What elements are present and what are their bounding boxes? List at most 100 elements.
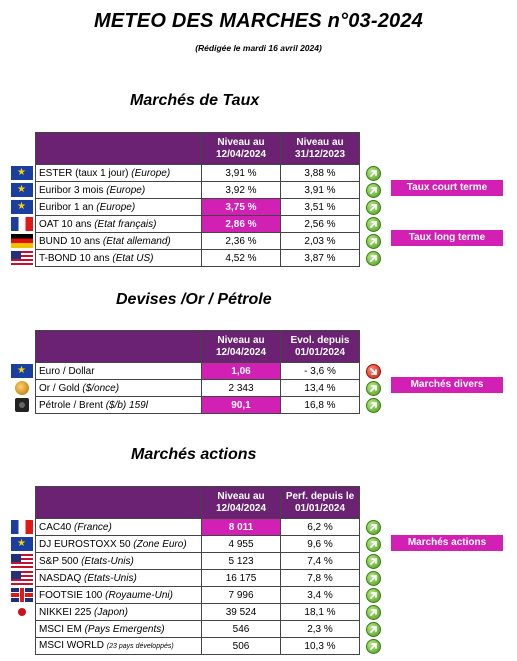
trend-up-icon bbox=[366, 380, 381, 396]
page-subtitle: (Rédigée le mardi 16 avril 2024) bbox=[195, 43, 322, 53]
eu-flag bbox=[11, 536, 33, 551]
instrument-region: (Etat français) bbox=[94, 218, 157, 230]
value-change: 16,8 % bbox=[280, 396, 360, 414]
value-change: 3,88 % bbox=[280, 164, 360, 182]
trend-up-icon bbox=[366, 519, 381, 535]
rates-table: Niveau au 12/04/2024 Niveau au 31/12/202… bbox=[9, 132, 360, 267]
trend-up-icon bbox=[366, 250, 381, 266]
col-header-level: Niveau au 12/04/2024 bbox=[201, 132, 281, 165]
value-change: 9,6 % bbox=[280, 535, 360, 553]
table-row: NIKKEI 225 (Japon) 39 524 18,1 % bbox=[9, 603, 360, 621]
value-change: 7,4 % bbox=[280, 552, 360, 570]
value-change: 2,3 % bbox=[280, 620, 360, 638]
value-change: 6,2 % bbox=[280, 518, 360, 536]
table-row: Euro / Dollar 1,06- 3,6 % bbox=[9, 362, 360, 380]
france-flag bbox=[11, 519, 33, 534]
trend-up-icon bbox=[366, 570, 381, 586]
row-label: Euribor 1 an (Europe) bbox=[35, 198, 202, 216]
col-header-perf: Perf. depuis le 01/01/2024 bbox=[280, 486, 360, 519]
tag-long-term-rates: Taux long terme bbox=[391, 230, 503, 246]
row-label: CAC40 (France) bbox=[35, 518, 202, 536]
instrument-region: (Zone Euro) bbox=[133, 538, 187, 550]
instrument-name: Or / Gold bbox=[39, 382, 83, 394]
value-level: 1,06 bbox=[201, 362, 281, 380]
gold-icon bbox=[15, 380, 29, 395]
value-change: 2,56 % bbox=[280, 215, 360, 233]
table-row: NASDAQ (Etats-Unis) 16 175 7,8 % bbox=[9, 569, 360, 587]
currencies-table: Niveau au 12/04/2024 Evol. depuis 01/01/… bbox=[9, 330, 360, 414]
row-label: Euro / Dollar bbox=[35, 362, 202, 380]
table-row: BUND 10 ans (Etat allemand) 2,36 % 2,03 % bbox=[9, 232, 360, 250]
instrument-name: MSCI EM bbox=[39, 623, 85, 635]
value-level: 3,75 % bbox=[201, 198, 281, 216]
trend-up-icon bbox=[366, 165, 381, 181]
value-level: 8 011 bbox=[201, 518, 281, 536]
instrument-region: ($/once) bbox=[82, 382, 120, 394]
instrument-name: BUND 10 ans bbox=[39, 235, 103, 247]
table-row: Euribor 1 an (Europe)3,75 %3,51 % bbox=[9, 198, 360, 216]
value-level: 2,36 % bbox=[201, 232, 281, 250]
instrument-region: (Etat US) bbox=[112, 252, 154, 264]
value-change: 10,3 % bbox=[280, 637, 360, 655]
tag-equity-markets: Marchés actions bbox=[391, 535, 503, 551]
table-row: S&P 500 (Etats-Unis) 5 123 7,4 % bbox=[9, 552, 360, 570]
row-label: S&P 500 (Etats-Unis) bbox=[35, 552, 202, 570]
instrument-name: OAT 10 ans bbox=[39, 218, 95, 230]
trend-up-icon bbox=[366, 397, 381, 413]
section-title-devises: Devises /Or / Pétrole bbox=[116, 291, 272, 308]
trend-up-icon bbox=[366, 638, 381, 654]
value-level: 2,86 % bbox=[201, 215, 281, 233]
row-label: Or / Gold ($/once) bbox=[35, 379, 202, 397]
trend-up-icon bbox=[366, 182, 381, 198]
value-change: 18,1 % bbox=[280, 603, 360, 621]
table-row: Pétrole / Brent ($/b) 159l 90,1 16,8 % bbox=[9, 396, 360, 414]
table-row: FOOTSIE 100 (Royaume-Uni) 7 996 3,4 % bbox=[9, 586, 360, 604]
instrument-region: ($/b) 159l bbox=[105, 399, 148, 411]
row-label: MSCI EM (Pays Emergents) bbox=[35, 620, 202, 638]
instrument-region: (Etats-Unis) bbox=[84, 572, 137, 584]
trend-down-icon bbox=[366, 363, 381, 379]
value-change: 3,4 % bbox=[280, 586, 360, 604]
trend-up-icon bbox=[366, 587, 381, 603]
oil-barrel-icon bbox=[15, 397, 29, 412]
trend-up-icon bbox=[366, 536, 381, 552]
value-level: 5 123 bbox=[201, 552, 281, 570]
eu-flag bbox=[11, 199, 33, 214]
instrument-region: (Europe) bbox=[131, 167, 171, 179]
tag-short-term-rates: Taux court terme bbox=[391, 180, 503, 196]
instrument-name: DJ EUROSTOXX 50 bbox=[39, 538, 134, 550]
col-header-evol: Evol. depuis 01/01/2024 bbox=[280, 330, 360, 363]
table-row: MSCI WORLD (23 pays développés) 506 10,3 % bbox=[9, 637, 360, 655]
trend-up-icon bbox=[366, 553, 381, 569]
row-label: NIKKEI 225 (Japon) bbox=[35, 603, 202, 621]
instrument-region: (23 pays développés) bbox=[106, 643, 174, 650]
instrument-name: CAC40 bbox=[39, 521, 75, 533]
row-label: DJ EUROSTOXX 50 (Zone Euro) bbox=[35, 535, 202, 553]
tag-misc-markets: Marchés divers bbox=[391, 377, 503, 393]
instrument-region: (Pays Emergents) bbox=[84, 623, 165, 635]
row-label: FOOTSIE 100 (Royaume-Uni) bbox=[35, 586, 202, 604]
instrument-region: (Europe) bbox=[96, 201, 136, 213]
instrument-name: Euro / Dollar bbox=[39, 365, 95, 377]
instrument-name: T-BOND 10 ans bbox=[39, 252, 113, 264]
equities-table: Niveau au 12/04/2024 Perf. depuis le 01/… bbox=[9, 486, 360, 655]
page-title: METEO DES MARCHES n°03-2024 bbox=[93, 10, 424, 32]
section-title-actions: Marchés actions bbox=[131, 446, 257, 463]
value-change: 3,91 % bbox=[280, 181, 360, 199]
instrument-region: (Royaume-Uni) bbox=[105, 589, 173, 601]
value-change: 2,03 % bbox=[280, 232, 360, 250]
us-flag bbox=[11, 553, 33, 568]
trend-up-icon bbox=[366, 604, 381, 620]
section-title-taux: Marchés de Taux bbox=[130, 92, 260, 109]
col-header-ref: Niveau au 31/12/2023 bbox=[280, 132, 360, 165]
uk-flag bbox=[11, 587, 33, 602]
value-level: 546 bbox=[201, 620, 281, 638]
value-level: 506 bbox=[201, 637, 281, 655]
value-level: 39 524 bbox=[201, 603, 281, 621]
value-level: 16 175 bbox=[201, 569, 281, 587]
table-row: MSCI EM (Pays Emergents) 546 2,3 % bbox=[9, 620, 360, 638]
instrument-name: FOOTSIE 100 bbox=[39, 589, 106, 601]
row-label: ESTER (taux 1 jour) (Europe) bbox=[35, 164, 202, 182]
value-level: 90,1 bbox=[201, 396, 281, 414]
